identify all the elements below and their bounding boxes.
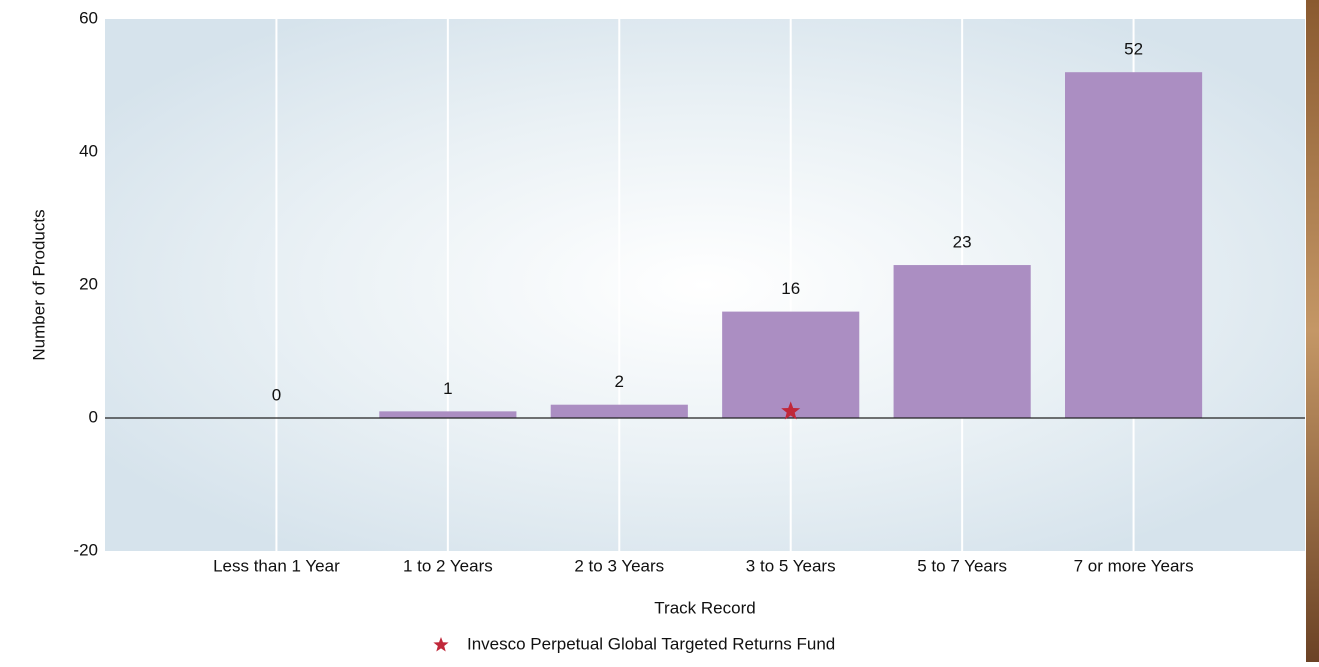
star-marker xyxy=(781,401,801,420)
bar xyxy=(379,411,517,418)
data-label: 52 xyxy=(1124,40,1143,59)
y-tick-label: 0 xyxy=(89,407,98,426)
legend-marker xyxy=(433,637,449,652)
x-tick-label: 5 to 7 Years xyxy=(917,556,1007,575)
x-tick-label: 2 to 3 Years xyxy=(574,556,664,575)
x-tick-label: 1 to 2 Years xyxy=(403,556,493,575)
bar xyxy=(550,404,688,418)
x-tick-label: 3 to 5 Years xyxy=(746,556,836,575)
data-label: 0 xyxy=(272,385,281,404)
x-axis-title: Track Record xyxy=(654,598,755,617)
x-tick-label: 7 or more Years xyxy=(1074,556,1194,575)
bar xyxy=(1065,72,1203,418)
y-tick-label: 40 xyxy=(79,141,98,160)
data-label: 23 xyxy=(953,233,972,252)
bar xyxy=(893,265,1031,418)
data-label: 2 xyxy=(615,372,624,391)
y-axis-title: Number of Products xyxy=(29,209,48,360)
y-tick-label: 60 xyxy=(79,8,98,27)
data-label: 16 xyxy=(781,279,800,298)
data-label: 1 xyxy=(443,379,452,398)
y-tick-label: 20 xyxy=(79,274,98,293)
bar xyxy=(722,311,860,418)
side-decoration xyxy=(1306,0,1319,662)
legend-label: Invesco Perpetual Global Targeted Return… xyxy=(467,634,835,653)
x-tick-label: Less than 1 Year xyxy=(213,556,340,575)
y-tick-label: -20 xyxy=(73,540,98,559)
